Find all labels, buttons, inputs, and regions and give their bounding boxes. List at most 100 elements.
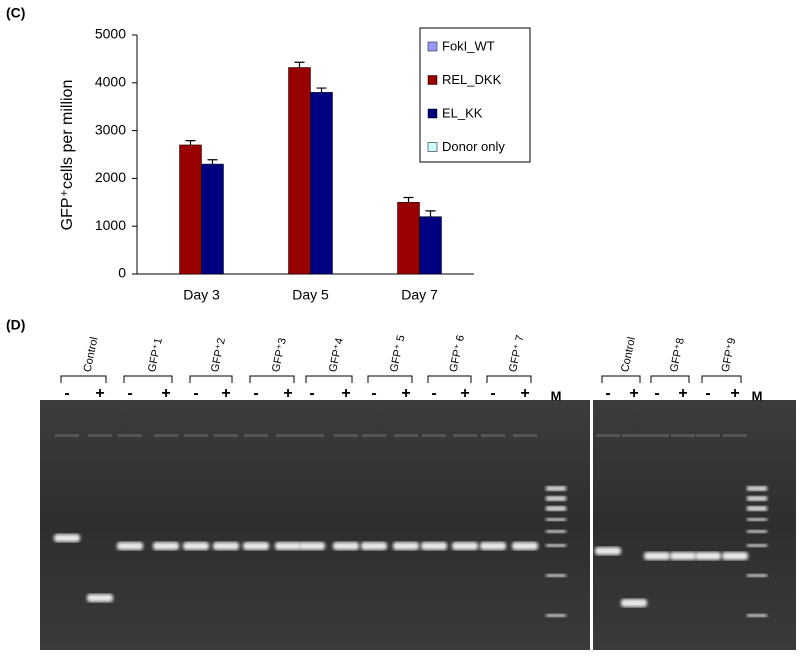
gel-band (452, 542, 478, 550)
bracket (650, 375, 690, 383)
well (696, 434, 720, 437)
lane-label: - (253, 385, 258, 402)
legend-swatch (427, 41, 438, 52)
well (645, 434, 669, 437)
gel-band (87, 594, 113, 602)
well (276, 434, 300, 437)
well (154, 434, 178, 437)
ladder-band (546, 544, 566, 547)
lane-label: + (460, 385, 469, 402)
gel-left (40, 400, 590, 650)
well (394, 434, 418, 437)
group-label: Control (619, 336, 638, 373)
well (622, 434, 646, 437)
well (184, 434, 208, 437)
well (453, 434, 477, 437)
bracket (123, 375, 173, 383)
group-label: GFP⁺9 (720, 337, 739, 373)
lane-label: - (605, 385, 610, 402)
well (723, 434, 747, 437)
gel-band (480, 542, 506, 550)
panel-label: (C) (6, 5, 25, 21)
marker-label: M (551, 388, 562, 403)
well (422, 434, 446, 437)
error-bar (425, 210, 436, 217)
ladder-band (546, 530, 566, 533)
bar (288, 67, 311, 275)
lane-label: - (64, 385, 69, 402)
bracket (601, 375, 641, 383)
group-label: GFP⁺4 (327, 337, 346, 373)
legend-swatch (427, 108, 438, 119)
group-label: GFP⁺8 (668, 337, 687, 373)
x-tick-label: Day 5 (292, 287, 329, 303)
error-bar (316, 87, 327, 93)
ladder-band (747, 506, 767, 511)
ladder-band (546, 614, 566, 617)
bar (201, 163, 224, 275)
group-label: GFP⁺ 5 (388, 334, 408, 373)
legend-label: FokI_WT (442, 38, 495, 53)
legend-label: REL_DKK (442, 72, 502, 87)
y-tick-label: 0 (118, 265, 126, 281)
bar (310, 92, 333, 275)
lane-label: + (161, 385, 170, 402)
ladder-band (747, 574, 767, 577)
y-tick-label: 3000 (95, 121, 126, 137)
marker-label: M (752, 388, 763, 403)
lane-label: - (309, 385, 314, 402)
bar (179, 144, 202, 275)
lane-label: + (283, 385, 292, 402)
gel-band (153, 542, 179, 550)
lane-label: + (520, 385, 529, 402)
ladder-band (747, 544, 767, 547)
bracket (486, 375, 532, 383)
gel-band (621, 599, 647, 607)
y-tick-label: 1000 (95, 217, 126, 233)
x-tick-label: Day 7 (401, 287, 438, 303)
well (596, 434, 620, 437)
group-label: GFP⁺ 6 (448, 334, 468, 373)
gel-band (213, 542, 239, 550)
gel-band (54, 534, 80, 542)
lane-label: - (371, 385, 376, 402)
gel-band (722, 552, 748, 560)
lane-label: + (678, 385, 687, 402)
gel-band (421, 542, 447, 550)
lane-label: + (730, 385, 739, 402)
bracket (189, 375, 233, 383)
ladder-band (546, 496, 566, 501)
gel-band (670, 552, 696, 560)
group-label: GFP⁺ 7 (507, 334, 527, 373)
error-bar (403, 196, 414, 203)
y-tick-label: 2000 (95, 169, 126, 185)
group-label: GFP⁺1 (146, 337, 165, 373)
bracket (701, 375, 742, 383)
well (334, 434, 358, 437)
lane-label: - (490, 385, 495, 402)
ladder-band (747, 614, 767, 617)
well (244, 434, 268, 437)
lane-label: - (431, 385, 436, 402)
lane-label: + (401, 385, 410, 402)
lane-label: + (341, 385, 350, 402)
legend-swatch (427, 75, 438, 85)
gel-band (695, 552, 721, 560)
lane-label: - (705, 385, 710, 402)
error-bar (207, 159, 218, 165)
bar (419, 216, 442, 275)
bar (397, 202, 420, 275)
bracket (305, 375, 353, 383)
legend-label: Donor only (442, 139, 505, 154)
ladder-band (747, 518, 767, 521)
gel-band (299, 542, 325, 550)
well (513, 434, 537, 437)
ladder-band (747, 496, 767, 501)
gel-band (333, 542, 359, 550)
lane-label: + (629, 385, 638, 402)
well (214, 434, 238, 437)
group-label: GFP⁺2 (209, 337, 228, 373)
gel-band (275, 542, 301, 550)
ladder-band (546, 486, 566, 491)
